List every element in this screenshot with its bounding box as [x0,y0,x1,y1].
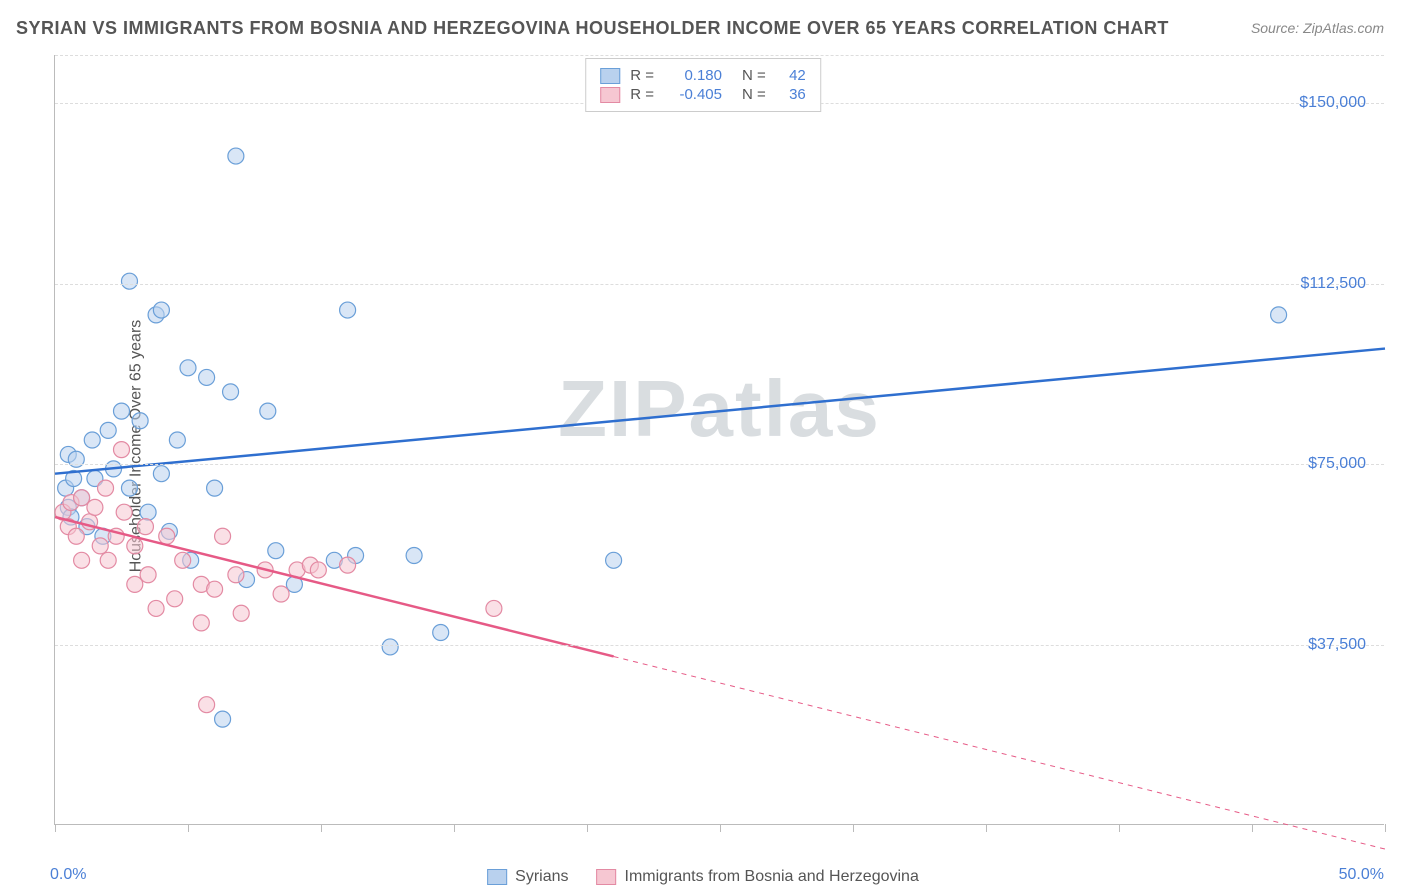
legend-row: R = -0.405 N = 36 [600,86,806,103]
data-point [199,697,215,713]
trend-line-dashed [614,656,1385,849]
data-point [74,552,90,568]
data-point [228,148,244,164]
data-point [74,490,90,506]
legend-label: Syrians [515,868,568,886]
gridline [55,55,1384,56]
x-tick [1252,824,1253,832]
data-point [153,302,169,318]
data-point [98,480,114,496]
legend-swatch [600,87,620,103]
data-point [121,480,137,496]
source-label: Source: ZipAtlas.com [1251,20,1384,36]
plot-area: ZIPatlas $37,500$75,000$112,500$150,000 [54,55,1384,825]
data-point [100,552,116,568]
gridline [55,645,1384,646]
x-tick [188,824,189,832]
data-point [406,548,422,564]
data-point [233,605,249,621]
data-point [175,552,191,568]
data-point [127,576,143,592]
legend-correlation: R = 0.180 N = 42 R = -0.405 N = 36 [585,58,821,112]
gridline [55,284,1384,285]
data-point [116,504,132,520]
chart-svg [55,55,1384,824]
x-tick [55,824,56,832]
x-tick [321,824,322,832]
x-tick [454,824,455,832]
legend-swatch [597,869,617,885]
data-point [193,615,209,631]
data-point [84,432,100,448]
data-point [273,586,289,602]
data-point [159,528,175,544]
data-point [169,432,185,448]
data-point [340,302,356,318]
data-point [1271,307,1287,323]
data-point [92,538,108,554]
legend-n-label: N = [742,86,766,103]
legend-swatch [600,68,620,84]
legend-n-label: N = [742,67,766,84]
y-tick-label: $112,500 [1300,275,1366,293]
y-tick-label: $75,000 [1308,455,1366,473]
trend-line [55,349,1385,474]
data-point [382,639,398,655]
data-point [68,528,84,544]
data-point [153,466,169,482]
legend-n-value: 42 [776,67,806,84]
data-point [228,567,244,583]
legend-r-label: R = [630,67,654,84]
legend-r-value: -0.405 [664,86,722,103]
data-point [310,562,326,578]
data-point [140,567,156,583]
data-point [114,442,130,458]
data-point [137,519,153,535]
data-point [167,591,183,607]
legend-label: Immigrants from Bosnia and Herzegovina [625,868,919,886]
data-point [486,600,502,616]
data-point [223,384,239,400]
x-tick [1119,824,1120,832]
x-tick [587,824,588,832]
x-tick [986,824,987,832]
data-point [148,600,164,616]
legend-r-label: R = [630,86,654,103]
data-point [132,413,148,429]
data-point [87,499,103,515]
data-point [606,552,622,568]
data-point [260,403,276,419]
y-tick-label: $150,000 [1299,94,1366,112]
data-point [433,625,449,641]
data-point [140,504,156,520]
data-point [215,711,231,727]
x-tick [853,824,854,832]
x-axis-max-label: 50.0% [1339,866,1384,884]
data-point [268,543,284,559]
legend-item: Immigrants from Bosnia and Herzegovina [597,868,919,886]
data-point [207,581,223,597]
x-tick [720,824,721,832]
x-tick [1385,824,1386,832]
data-point [180,360,196,376]
data-point [127,538,143,554]
data-point [121,273,137,289]
legend-series: Syrians Immigrants from Bosnia and Herzeg… [487,868,919,886]
data-point [114,403,130,419]
x-axis-min-label: 0.0% [50,866,86,884]
data-point [100,422,116,438]
legend-r-value: 0.180 [664,67,722,84]
data-point [199,369,215,385]
data-point [340,557,356,573]
legend-n-value: 36 [776,86,806,103]
data-point [207,480,223,496]
legend-swatch [487,869,507,885]
legend-item: Syrians [487,868,568,886]
legend-row: R = 0.180 N = 42 [600,67,806,84]
gridline [55,464,1384,465]
y-tick-label: $37,500 [1308,636,1366,654]
chart-title: SYRIAN VS IMMIGRANTS FROM BOSNIA AND HER… [16,18,1169,39]
data-point [215,528,231,544]
